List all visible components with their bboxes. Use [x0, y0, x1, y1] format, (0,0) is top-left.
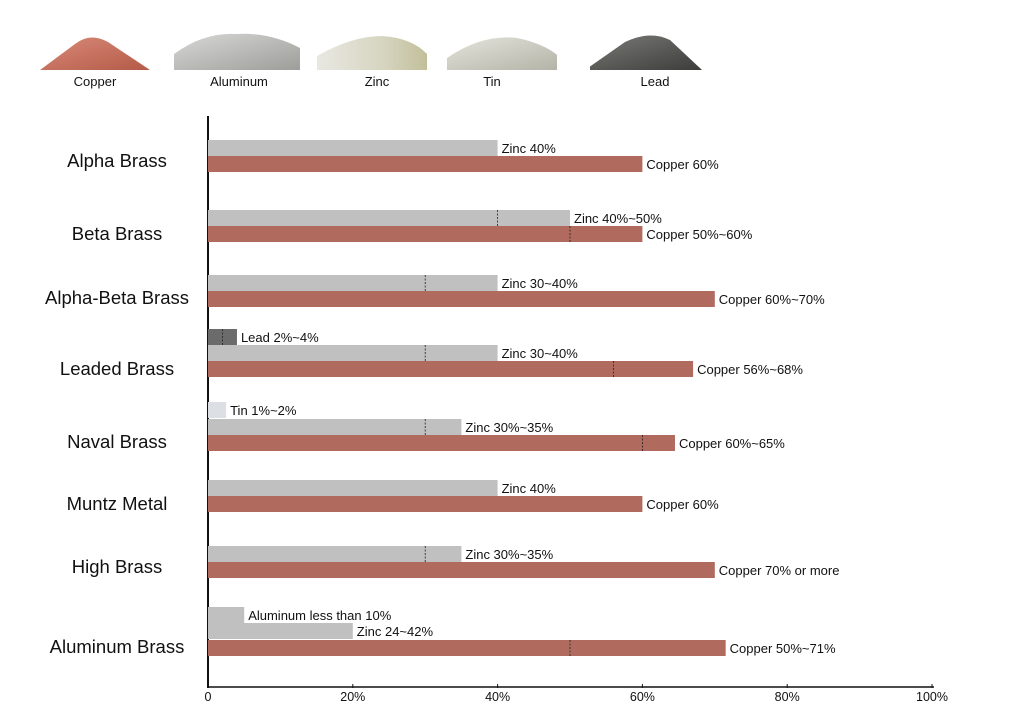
bar-label-aluminum-brass-aluminum: Aluminum less than 10% [248, 608, 392, 623]
bar-high-brass-copper [208, 562, 715, 578]
row-label-muntz-metal: Muntz Metal [67, 493, 168, 514]
bar-label-beta-brass-zinc: Zinc 40%~50% [574, 211, 662, 226]
x-tick-label: 0 [205, 690, 212, 704]
row-label-leaded-brass: Leaded Brass [60, 358, 174, 379]
row-label-high-brass: High Brass [72, 556, 162, 577]
bar-leaded-brass-copper [208, 361, 694, 377]
row-label-beta-brass: Beta Brass [72, 223, 163, 244]
bar-label-alpha-brass-zinc: Zinc 40% [502, 141, 557, 156]
bar-label-leaded-brass-zinc: Zinc 30~40% [502, 346, 579, 361]
row-label-alpha-beta-brass: Alpha-Beta Brass [45, 287, 189, 308]
row-alpha-beta-brass: Alpha-Beta Brass Zinc 30~40% Copper 60%~70… [45, 275, 825, 308]
aluminum-powder-pile-icon [174, 33, 300, 70]
bar-naval-brass-zinc [208, 419, 462, 435]
bar-leaded-brass-zinc [208, 345, 498, 361]
bar-label-alpha-beta-brass-copper: Copper 60%~70% [719, 292, 825, 307]
bar-label-alpha-beta-brass-zinc: Zinc 30~40% [502, 276, 579, 291]
bar-label-naval-brass-tin: Tin 1%~2% [230, 403, 297, 418]
bar-aluminum-brass-zinc [208, 623, 353, 639]
bar-naval-brass-tin [208, 402, 227, 418]
bar-beta-brass-copper [208, 226, 643, 242]
row-label-alpha-brass: Alpha Brass [67, 150, 167, 171]
lead-powder-pile-icon [590, 35, 702, 70]
row-muntz-metal: Muntz Metal Zinc 40% Copper 60% [67, 480, 719, 514]
bar-label-naval-brass-copper: Copper 60%~65% [679, 436, 785, 451]
bar-label-aluminum-brass-copper: Copper 50%~71% [730, 641, 836, 656]
x-tick-label: 60% [630, 690, 655, 704]
row-aluminum-brass: Aluminum Brass Aluminum less than 10%Zinc… [50, 607, 836, 657]
x-tick-label: 20% [340, 690, 365, 704]
row-label-aluminum-brass: Aluminum Brass [50, 636, 185, 657]
zinc-powder-pile-icon [317, 36, 427, 70]
bar-label-alpha-brass-copper: Copper 60% [646, 157, 719, 172]
legend-label-zinc: Zinc [364, 74, 390, 89]
bar-alpha-brass-copper [208, 156, 643, 172]
row-label-naval-brass: Naval Brass [67, 431, 167, 452]
bar-label-beta-brass-copper: Copper 50%~60% [646, 227, 752, 242]
bar-label-muntz-metal-zinc: Zinc 40% [502, 481, 557, 496]
bar-alpha-beta-brass-zinc [208, 275, 498, 291]
bar-label-naval-brass-zinc: Zinc 30%~35% [465, 420, 553, 435]
bar-muntz-metal-copper [208, 496, 643, 512]
row-alpha-brass: Alpha Brass Zinc 40% Copper 60% [67, 140, 719, 172]
legend-item-copper: Copper [30, 28, 160, 90]
bar-aluminum-brass-copper [208, 640, 726, 656]
legend-item-zinc: Zinc [312, 28, 442, 90]
bar-alpha-brass-zinc [208, 140, 498, 156]
legend-item-tin: Tin [427, 28, 557, 90]
tin-powder-pile-icon [447, 37, 557, 70]
bar-label-high-brass-copper: Copper 70% or more [719, 563, 840, 578]
legend-label-aluminum: Aluminum [210, 74, 268, 89]
row-leaded-brass: Leaded Brass Lead 2%~4% Zinc 30~40% Copper … [60, 329, 803, 379]
bar-alpha-beta-brass-copper [208, 291, 715, 307]
legend-label-tin: Tin [483, 74, 501, 89]
x-tick-label: 40% [485, 690, 510, 704]
bars-layer: Alpha Brass Zinc 40% Copper 60% Beta Brass Z… [45, 140, 839, 657]
legend-label-lead: Lead [640, 74, 670, 89]
bar-label-leaded-brass-lead: Lead 2%~4% [241, 330, 319, 345]
legend-item-lead: Lead [590, 28, 720, 90]
bar-label-high-brass-zinc: Zinc 30%~35% [465, 547, 553, 562]
legend-label-copper: Copper [73, 74, 117, 89]
bar-naval-brass-copper [208, 435, 675, 451]
bar-beta-brass-zinc [208, 210, 570, 226]
bar-label-muntz-metal-copper: Copper 60% [646, 497, 719, 512]
bar-label-leaded-brass-copper: Copper 56%~68% [697, 362, 803, 377]
row-high-brass: High Brass Zinc 30%~35% Copper 70% or more [72, 546, 840, 578]
row-naval-brass: Naval Brass Tin 1%~2% Zinc 30%~35% Copper 6… [67, 402, 785, 452]
x-ticks-layer: 0 20% 40% 60% 80% 100% [205, 684, 948, 704]
legend-item-aluminum: Aluminum [174, 28, 304, 90]
bar-muntz-metal-zinc [208, 480, 498, 496]
x-tick-label: 80% [775, 690, 800, 704]
copper-powder-pile-icon [40, 37, 150, 70]
bar-label-aluminum-brass-zinc: Zinc 24~42% [357, 624, 434, 639]
row-beta-brass: Beta Brass Zinc 40%~50%Copper 50%~60% [72, 210, 753, 244]
x-tick-label: 100% [916, 690, 948, 704]
bar-high-brass-zinc [208, 546, 462, 562]
bar-aluminum-brass-aluminum [208, 607, 245, 623]
